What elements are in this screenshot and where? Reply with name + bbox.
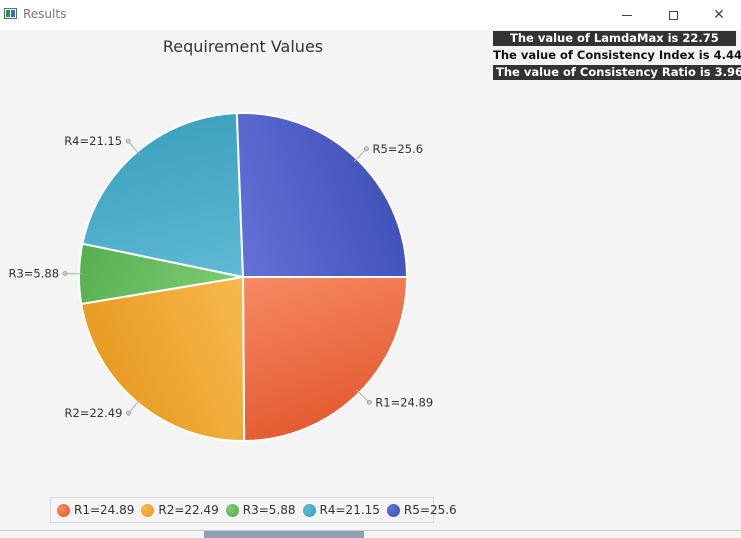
maximize-button[interactable] [650, 0, 696, 30]
slice-label-5: R5=25.6 [372, 142, 423, 156]
slice-label-2: R2=22.49 [65, 406, 123, 420]
app-icon [4, 8, 17, 19]
legend-label-1: R1=24.89 [74, 503, 135, 517]
callout-line-5 [353, 148, 367, 163]
chart-title: Requirement Values [162, 37, 324, 56]
minimize-icon [622, 14, 632, 16]
slice-label-4: R4=21.15 [64, 134, 122, 148]
callout-line-4 [127, 140, 141, 156]
title-bar: Results ✕ [0, 0, 741, 30]
consistency-ratio-value: The value of Consistency Ratio is 3.96 [493, 65, 741, 80]
legend-swatch-1 [57, 503, 70, 517]
maximize-icon [668, 10, 678, 20]
pie-slice-5 [235, 112, 409, 278]
callout-dot-2 [125, 410, 131, 416]
callout-dot-4 [125, 138, 131, 144]
callout-dot-3 [62, 270, 68, 276]
callout-dot-1 [366, 399, 372, 405]
legend-item-5: R5=25.6 [386, 503, 457, 517]
legend-item-3: R3=5.88 [225, 503, 296, 517]
callout-dot-5 [363, 146, 369, 152]
close-button[interactable]: ✕ [696, 0, 741, 30]
legend-item-2: R2=22.49 [141, 503, 219, 517]
taskbar-strip [204, 531, 364, 538]
minimize-button[interactable] [604, 0, 650, 30]
consistency-index-value: The value of Consistency Index is 4.44 [493, 48, 741, 62]
legend-swatch-3 [225, 503, 239, 517]
divider [0, 530, 741, 531]
pie-slice-1 [241, 276, 409, 443]
legend-label-4: R4=21.15 [319, 503, 380, 517]
legend-label-3: R3=5.88 [242, 503, 296, 517]
legend-swatch-2 [141, 503, 155, 517]
close-icon: ✕ [713, 7, 725, 23]
slice-label-1: R1=24.89 [375, 395, 433, 409]
legend-label-5: R5=25.6 [403, 503, 457, 517]
callout-line-2 [128, 399, 141, 414]
chart-legend: R1=24.89 R2=22.49 R3=5.88 R4=21.15 R5=25.6 [50, 497, 457, 523]
lamdamax-value: The value of LamdaMax is 22.75 [493, 31, 736, 46]
legend-swatch-5 [386, 503, 400, 517]
slice-label-3: R3=5.88 [8, 266, 59, 280]
legend-swatch-4 [302, 503, 316, 517]
legend-item-1: R1=24.89 [57, 503, 134, 517]
pie-chart: R1=24.89 R2=22.49 R3=5.88 R4=21.15 R5=25.6 [8, 112, 433, 443]
window-title: Results [23, 7, 67, 21]
legend-item-4: R4=21.15 [302, 503, 380, 517]
callout-line-1 [356, 389, 370, 403]
legend-label-2: R2=22.49 [158, 503, 219, 517]
